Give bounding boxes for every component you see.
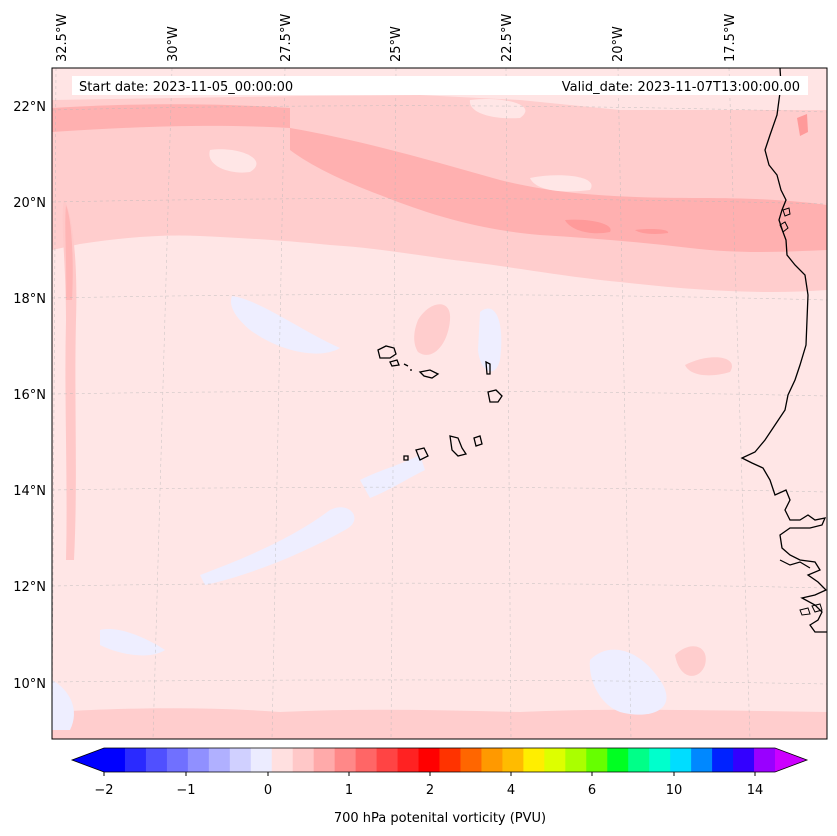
pv-contour-max bbox=[565, 219, 611, 234]
pv-band-south bbox=[52, 708, 827, 739]
colorbar-extend-high bbox=[775, 748, 807, 772]
lat-label: 20°N bbox=[13, 196, 46, 211]
pv-contour-max-2 bbox=[635, 229, 669, 234]
colorbar-segment bbox=[250, 748, 273, 772]
colorbar-segment bbox=[670, 748, 692, 772]
colorbar-segment bbox=[565, 748, 587, 772]
valid-date-text: Valid_date: 2023-11-07T13:00:00.00 bbox=[562, 80, 800, 95]
lat-label: 12°N bbox=[13, 580, 46, 595]
colorbar-tick-label: 14 bbox=[747, 783, 764, 798]
colorbar-segment bbox=[145, 748, 168, 772]
colorbar-tick-label: 6 bbox=[588, 783, 596, 798]
pv-contour-band-strong-2 bbox=[52, 104, 290, 132]
colorbar-segment bbox=[691, 748, 713, 772]
colorbar-segment bbox=[649, 748, 671, 772]
pv-negative-patch-4 bbox=[200, 507, 355, 585]
pv-streak-west bbox=[62, 200, 77, 560]
colorbar-tick-label: 4 bbox=[507, 783, 515, 798]
colorbar-segment bbox=[418, 748, 441, 772]
colorbar-segment bbox=[292, 748, 315, 772]
lon-label: 17.5°W bbox=[723, 14, 738, 62]
colorbar-segment bbox=[733, 748, 755, 772]
colorbar-tick-label: 1 bbox=[345, 783, 353, 798]
map-frame bbox=[51, 67, 828, 740]
graticule bbox=[52, 68, 827, 739]
latitude-labels: 22°N 20°N 18°N 16°N 14°N 12°N 10°N bbox=[13, 100, 46, 692]
colorbar-segment bbox=[166, 748, 189, 772]
pv-streak-west-core bbox=[65, 205, 73, 300]
colorbar-segment bbox=[187, 748, 210, 772]
colorbar-tick-label: −2 bbox=[94, 783, 113, 798]
colorbar-tick-label: 10 bbox=[666, 783, 683, 798]
longitude-labels: 32.5°W 30°W 27.5°W 25°W 22.5°W 20°W 17.5… bbox=[55, 14, 738, 62]
lat-label: 22°N bbox=[13, 100, 46, 115]
colorbar-ticks: −2 −1 0 1 2 4 6 10 14 bbox=[94, 783, 763, 798]
cape-verde-islands bbox=[377, 345, 503, 461]
colorbar-segment bbox=[544, 748, 566, 772]
pv-contour-max-3 bbox=[797, 114, 808, 136]
pv-negative-patch-6 bbox=[100, 629, 165, 656]
colorbar-tick-label: 0 bbox=[264, 783, 272, 798]
pv-contour-band-strong bbox=[290, 128, 827, 252]
pv-patch-light-1 bbox=[469, 98, 526, 119]
colorbar-segment bbox=[229, 748, 252, 772]
colorbar-segment bbox=[376, 748, 399, 772]
colorbar bbox=[70, 747, 809, 776]
lat-label: 18°N bbox=[13, 292, 46, 307]
lon-label: 32.5°W bbox=[55, 14, 70, 62]
colorbar-segment bbox=[397, 748, 420, 772]
lon-label: 27.5°W bbox=[279, 14, 294, 62]
colorbar-segment bbox=[439, 748, 462, 772]
pv-negative-patch-7 bbox=[52, 680, 74, 730]
colorbar-segment bbox=[481, 748, 504, 772]
colorbar-segment bbox=[754, 748, 776, 772]
colorbar-segment bbox=[208, 748, 231, 772]
pv-blob-south bbox=[675, 646, 706, 676]
colorbar-tick-label: −1 bbox=[176, 783, 195, 798]
map-panel bbox=[52, 68, 827, 739]
colorbar-segment bbox=[271, 748, 294, 772]
colorbar-segment bbox=[586, 748, 608, 772]
lat-label: 14°N bbox=[13, 484, 46, 499]
colorbar-segment bbox=[712, 748, 734, 772]
pv-negative-patch-5 bbox=[589, 649, 667, 715]
lat-label: 10°N bbox=[13, 677, 46, 692]
lon-label: 30°W bbox=[166, 26, 181, 62]
pv-patch-light-3 bbox=[209, 149, 257, 173]
colorbar-segment bbox=[523, 748, 545, 772]
lon-label: 20°W bbox=[611, 26, 626, 62]
date-banner bbox=[72, 76, 808, 95]
colorbar-segment bbox=[355, 748, 378, 772]
pv-negative-patch-2 bbox=[478, 308, 502, 372]
start-date-text: Start date: 2023-11-05_00:00:00 bbox=[79, 80, 293, 95]
colorbar-segment bbox=[607, 748, 629, 772]
senegal-inlet bbox=[779, 559, 811, 569]
pv-blob-east bbox=[685, 357, 732, 376]
colorbar-extend-low bbox=[72, 748, 104, 772]
colorbar-segment bbox=[460, 748, 483, 772]
pv-negative-patch-1 bbox=[230, 296, 340, 354]
lat-label: 16°N bbox=[13, 388, 46, 403]
colorbar-label: 700 hPa potenital vorticity (PVU) bbox=[334, 811, 546, 826]
colorbar-segment bbox=[628, 748, 650, 772]
colorbar-segment bbox=[313, 748, 336, 772]
pv-patch-light-2 bbox=[530, 175, 592, 192]
pv-blob-center bbox=[414, 304, 451, 355]
colorbar-segment bbox=[104, 748, 126, 772]
colorbar-segment bbox=[502, 748, 524, 772]
africa-coastline bbox=[740, 68, 827, 633]
colorbar-segment bbox=[334, 748, 357, 772]
lon-label: 25°W bbox=[389, 26, 404, 62]
colorbar-tick-label: 2 bbox=[426, 783, 434, 798]
lon-label: 22.5°W bbox=[500, 14, 515, 62]
coastal-island bbox=[779, 207, 791, 233]
bissagos-islands bbox=[799, 603, 823, 616]
colorbar-segment bbox=[124, 748, 147, 772]
